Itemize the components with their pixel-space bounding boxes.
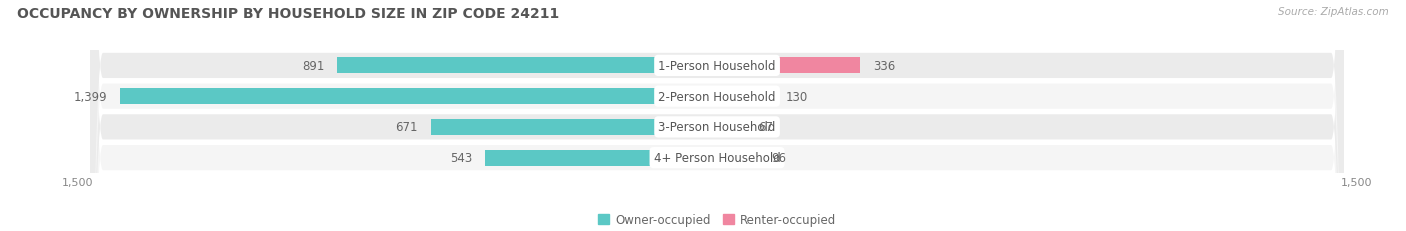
Text: 1-Person Household: 1-Person Household bbox=[658, 60, 776, 73]
Bar bbox=[121, 89, 717, 105]
Bar bbox=[430, 119, 717, 135]
Text: 3-Person Household: 3-Person Household bbox=[658, 121, 776, 134]
Bar bbox=[717, 150, 758, 166]
Text: 67: 67 bbox=[758, 121, 773, 134]
Bar bbox=[717, 119, 745, 135]
Text: 671: 671 bbox=[395, 121, 418, 134]
FancyBboxPatch shape bbox=[90, 0, 1344, 231]
Text: Source: ZipAtlas.com: Source: ZipAtlas.com bbox=[1278, 7, 1389, 17]
Bar bbox=[337, 58, 717, 74]
FancyBboxPatch shape bbox=[90, 0, 1344, 231]
Bar bbox=[717, 58, 860, 74]
Bar bbox=[485, 150, 717, 166]
Text: 1,399: 1,399 bbox=[75, 90, 108, 103]
FancyBboxPatch shape bbox=[90, 0, 1344, 231]
Text: 891: 891 bbox=[302, 60, 325, 73]
Legend: Owner-occupied, Renter-occupied: Owner-occupied, Renter-occupied bbox=[593, 209, 841, 231]
Text: 130: 130 bbox=[786, 90, 807, 103]
Text: OCCUPANCY BY OWNERSHIP BY HOUSEHOLD SIZE IN ZIP CODE 24211: OCCUPANCY BY OWNERSHIP BY HOUSEHOLD SIZE… bbox=[17, 7, 560, 21]
Bar bbox=[717, 89, 772, 105]
FancyBboxPatch shape bbox=[90, 0, 1344, 231]
Text: 2-Person Household: 2-Person Household bbox=[658, 90, 776, 103]
Text: 96: 96 bbox=[770, 152, 786, 164]
Text: 4+ Person Household: 4+ Person Household bbox=[654, 152, 780, 164]
Text: 336: 336 bbox=[873, 60, 896, 73]
Text: 543: 543 bbox=[450, 152, 472, 164]
